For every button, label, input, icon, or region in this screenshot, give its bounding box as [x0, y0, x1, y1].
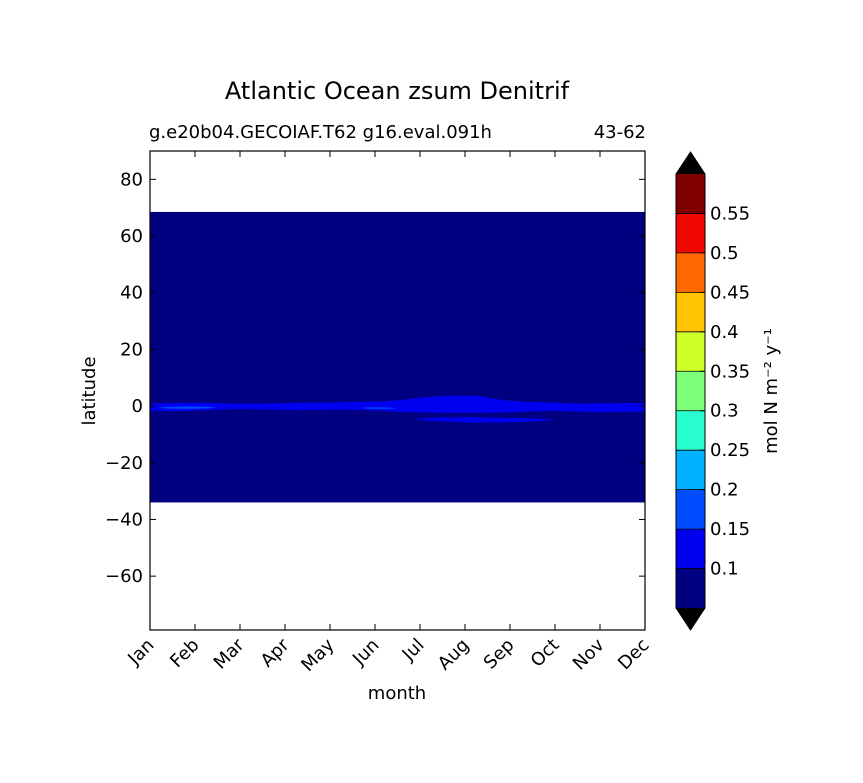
- y-tick-label: 80: [120, 169, 143, 190]
- colorbar-segment: [676, 371, 705, 411]
- contour-region-3: [159, 406, 218, 409]
- colorbar-segment: [676, 568, 705, 608]
- colorbar-over-arrow: [676, 152, 705, 174]
- y-tick-label: 20: [120, 339, 143, 360]
- colorbar-under-arrow: [676, 608, 705, 630]
- colorbar-tick-label: 0.25: [710, 440, 750, 461]
- x-axis-label: month: [368, 683, 426, 704]
- contour-region-2: [411, 417, 555, 423]
- colorbar-tick-label: 0.35: [710, 361, 750, 382]
- field-background: [150, 211, 645, 503]
- colorbar-tick-label: 0.4: [710, 322, 739, 343]
- colorbar-segment: [676, 331, 705, 372]
- chart-subtitle-left: g.e20b04.GECOIAF.T62 g16.eval.091h: [149, 122, 492, 143]
- contour-region-1: [150, 395, 645, 413]
- plot-frame: [149, 150, 646, 631]
- y-axis-label: latitude: [79, 356, 100, 425]
- colorbar-label-text: mol N m⁻² y⁻¹: [761, 328, 782, 454]
- y-tick-label: −60: [105, 566, 143, 587]
- chart-subtitle-right: 43-62: [594, 122, 646, 143]
- colorbar-segment: [676, 174, 705, 214]
- colorbar-segment: [676, 450, 705, 490]
- colorbar-tick-label: 0.45: [710, 282, 750, 303]
- chart-title: Atlantic Ocean zsum Denitrif: [225, 77, 570, 105]
- colorbar-outline: [675, 151, 706, 631]
- colorbar-segment: [676, 213, 705, 253]
- colorbar-segment: [676, 529, 705, 569]
- y-axis: 80 60 40 20 0 −20 −40 −60: [105, 169, 645, 587]
- y-tick-label: −20: [105, 453, 143, 474]
- contour-region-4: [361, 407, 398, 409]
- colorbar-segment: [676, 252, 705, 293]
- y-tick-label: 40: [120, 283, 143, 304]
- colorbar: 0.1 0.15 0.2 0.25 0.3 0.35 0.4 0.45 0.5 0.55: [675, 151, 750, 631]
- colorbar-tick-label: 0.5: [710, 243, 739, 264]
- colorbar-segment: [676, 410, 705, 451]
- colorbar-tick-label: 0.1: [710, 559, 739, 580]
- colorbar-tick-label: 0.55: [710, 203, 750, 224]
- colorbar-segment: [676, 489, 705, 530]
- colorbar-tick-label: 0.3: [710, 401, 739, 422]
- y-tick-label: 60: [120, 226, 143, 247]
- colorbar-label: mol N m⁻² y⁻¹: [761, 328, 782, 454]
- colorbar-tick-label: 0.15: [710, 519, 750, 540]
- colorbar-tick-label: 0.2: [710, 480, 739, 501]
- data-layer: [150, 211, 645, 503]
- y-tick-label: −40: [105, 509, 143, 530]
- colorbar-segment: [676, 292, 705, 332]
- y-tick-label: 0: [132, 396, 143, 417]
